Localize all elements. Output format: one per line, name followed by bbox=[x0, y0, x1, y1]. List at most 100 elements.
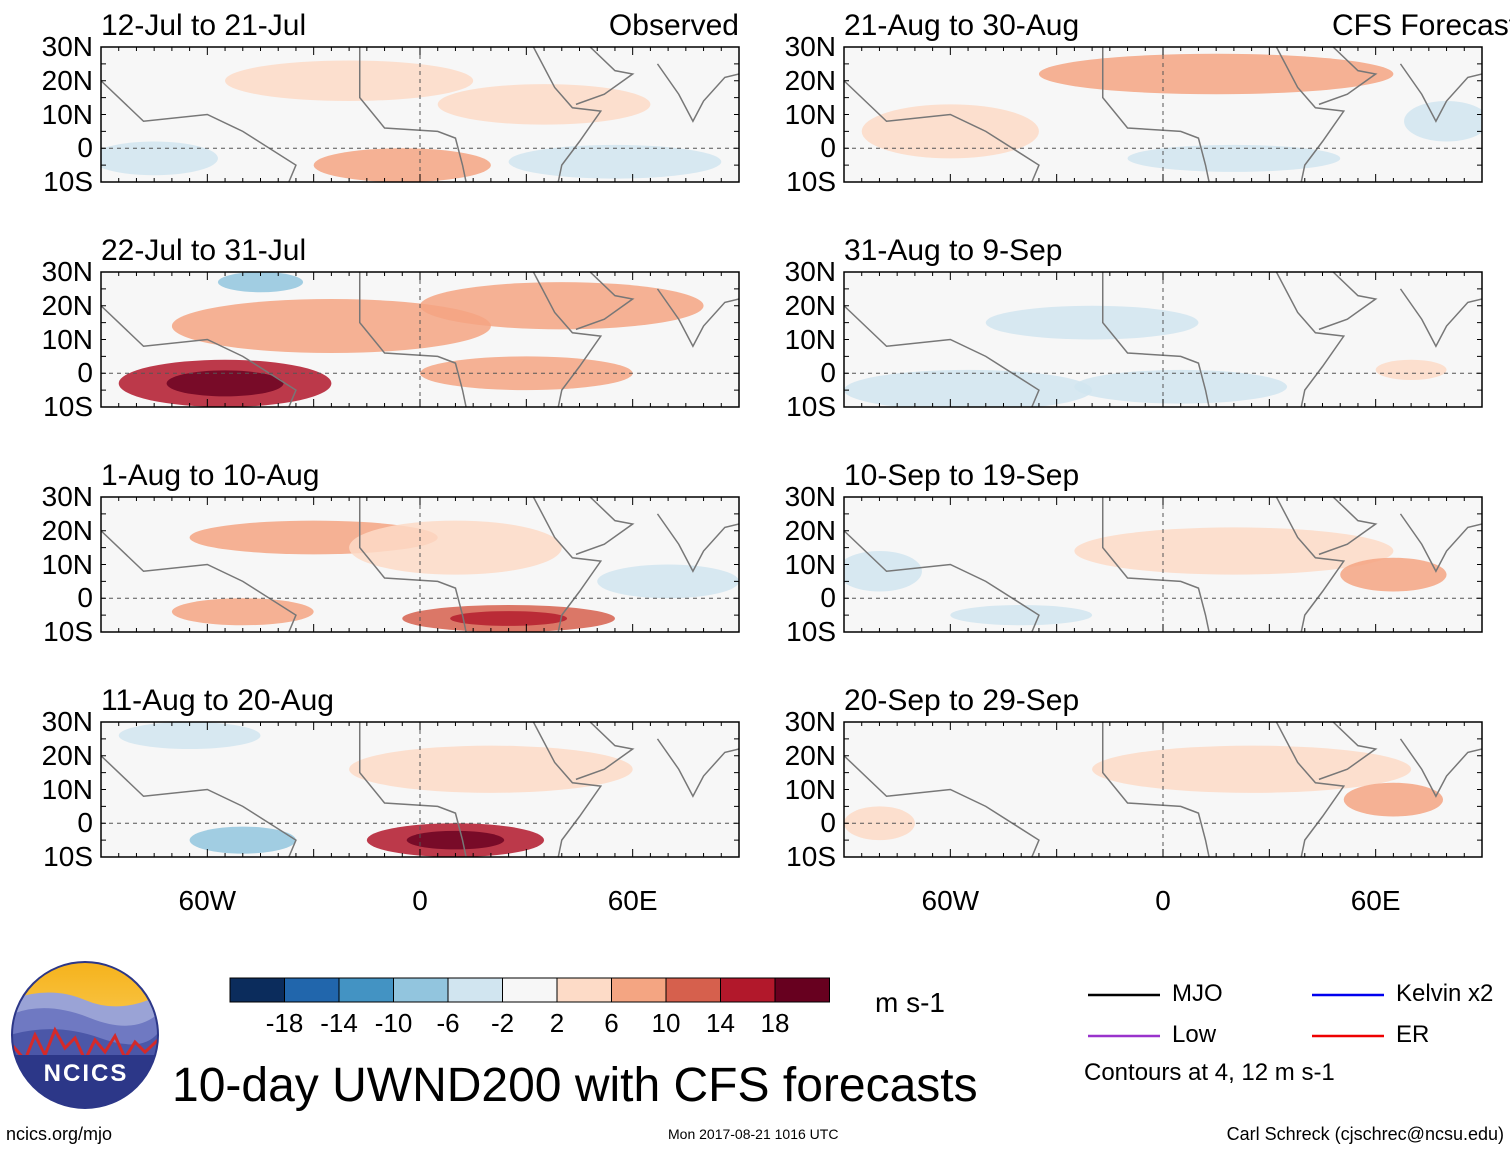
lat-tick-label: 30N bbox=[784, 706, 836, 737]
lat-tick-label: 0 bbox=[77, 357, 93, 389]
coastline bbox=[532, 47, 603, 182]
anomaly-blob bbox=[349, 520, 562, 575]
lat-tick-label: 20N bbox=[41, 739, 93, 771]
coastline bbox=[1275, 272, 1346, 407]
coastline bbox=[1318, 272, 1378, 331]
coastline bbox=[1399, 738, 1482, 798]
coastline bbox=[844, 80, 1040, 182]
lat-tick-label: 0 bbox=[820, 357, 836, 389]
coastline bbox=[532, 722, 603, 857]
lat-tick-label: 20N bbox=[784, 289, 836, 321]
lat-tick-label: 20N bbox=[41, 514, 93, 546]
anomaly-blob bbox=[1038, 53, 1394, 95]
coastline bbox=[575, 722, 635, 781]
coastline bbox=[1318, 722, 1378, 781]
colorbar-tick-label: -14 bbox=[320, 1008, 358, 1038]
lat-tick-label: 0 bbox=[77, 807, 93, 839]
lat-tick-label: 0 bbox=[820, 582, 836, 614]
lat-tick-label: 10N bbox=[784, 323, 836, 355]
panel-tag: CFS Forecast bbox=[1332, 9, 1510, 42]
coastline bbox=[1101, 722, 1210, 857]
colorbar-swatch bbox=[393, 977, 449, 1003]
legend-label: Low bbox=[1172, 1021, 1217, 1048]
anomaly-blob bbox=[1340, 557, 1447, 592]
anomaly-blob bbox=[1127, 144, 1341, 172]
colorbar-swatch bbox=[774, 977, 830, 1003]
panel-tag: Observed bbox=[608, 9, 739, 42]
anomaly-blob bbox=[1074, 527, 1394, 575]
lat-tick-label: 10N bbox=[784, 773, 836, 805]
coastline bbox=[358, 47, 467, 182]
lat-tick-label: 30N bbox=[41, 706, 93, 737]
anomaly-blob bbox=[950, 605, 1093, 626]
lat-tick-label: 10S bbox=[786, 166, 836, 197]
anomaly-blob bbox=[171, 598, 314, 626]
anomaly-blob bbox=[118, 722, 261, 749]
lat-tick-label: 20N bbox=[784, 514, 836, 546]
anomaly-blob bbox=[189, 826, 296, 854]
anomaly-blob bbox=[844, 551, 922, 592]
lat-tick-label: 10N bbox=[784, 548, 836, 580]
map-panel bbox=[843, 721, 1483, 858]
legend-label: Kelvin x2 bbox=[1396, 980, 1494, 1007]
ncics-logo bbox=[11, 961, 159, 1109]
coastline bbox=[656, 513, 739, 573]
coastline bbox=[844, 305, 1040, 407]
legend-label: ER bbox=[1396, 1021, 1430, 1048]
colorbar-tick-label: 14 bbox=[706, 1008, 735, 1038]
lon-tick-label: 60E bbox=[1350, 885, 1401, 916]
anomaly-blob bbox=[420, 282, 704, 330]
lat-tick-label: 10S bbox=[786, 391, 836, 422]
coastline bbox=[575, 47, 635, 106]
coastline bbox=[656, 63, 739, 123]
lat-tick-label: 20N bbox=[784, 739, 836, 771]
coastline bbox=[1399, 513, 1482, 573]
coastline bbox=[358, 272, 467, 407]
lat-tick-label: 10N bbox=[41, 548, 93, 580]
anomaly-blob bbox=[1343, 782, 1444, 817]
colorbar-tick-label: -2 bbox=[490, 1008, 515, 1038]
coastline bbox=[1101, 272, 1210, 407]
coastline bbox=[532, 272, 603, 407]
lat-tick-label: 10N bbox=[41, 773, 93, 805]
coastline bbox=[358, 722, 467, 857]
coastline bbox=[1399, 288, 1482, 348]
anomaly-blob bbox=[985, 305, 1199, 340]
map-panel bbox=[843, 496, 1483, 633]
coastline bbox=[101, 80, 297, 182]
coastline bbox=[101, 305, 297, 407]
lat-tick-label: 10S bbox=[43, 166, 93, 197]
legend-label: MJO bbox=[1172, 980, 1223, 1007]
lat-tick-label: 30N bbox=[784, 256, 836, 287]
coastline bbox=[1318, 47, 1378, 106]
colorbar-swatch bbox=[611, 977, 667, 1003]
colorbar-unit: m s-1 bbox=[875, 987, 945, 1018]
map-panel bbox=[100, 271, 740, 408]
lat-tick-label: 20N bbox=[784, 64, 836, 96]
lat-tick-label: 0 bbox=[820, 132, 836, 164]
contour-legend bbox=[1088, 993, 1384, 1038]
lat-tick-label: 30N bbox=[41, 256, 93, 287]
map-panel bbox=[100, 46, 740, 183]
lon-tick-label: 60W bbox=[178, 885, 237, 916]
map-panel bbox=[100, 721, 740, 858]
coastline bbox=[1275, 722, 1346, 857]
coastline bbox=[1399, 63, 1482, 123]
lat-tick-label: 0 bbox=[77, 582, 93, 614]
colorbar-swatch bbox=[720, 977, 776, 1003]
map-panel bbox=[843, 271, 1483, 408]
lat-tick-label: 10S bbox=[43, 841, 93, 872]
coastline bbox=[844, 755, 1040, 857]
coastline bbox=[358, 497, 467, 632]
lat-tick-label: 10N bbox=[784, 98, 836, 130]
colorbar-tick-label: 2 bbox=[549, 1008, 565, 1038]
colorbar-swatch bbox=[447, 977, 503, 1003]
lat-tick-label: 10N bbox=[41, 323, 93, 355]
lat-tick-label: 30N bbox=[784, 481, 836, 512]
coastline bbox=[101, 755, 297, 857]
anomaly-blob bbox=[1074, 369, 1288, 404]
lon-tick-label: 0 bbox=[412, 885, 428, 916]
colorbar-swatch bbox=[665, 977, 721, 1003]
colorbar-swatch bbox=[502, 977, 558, 1003]
